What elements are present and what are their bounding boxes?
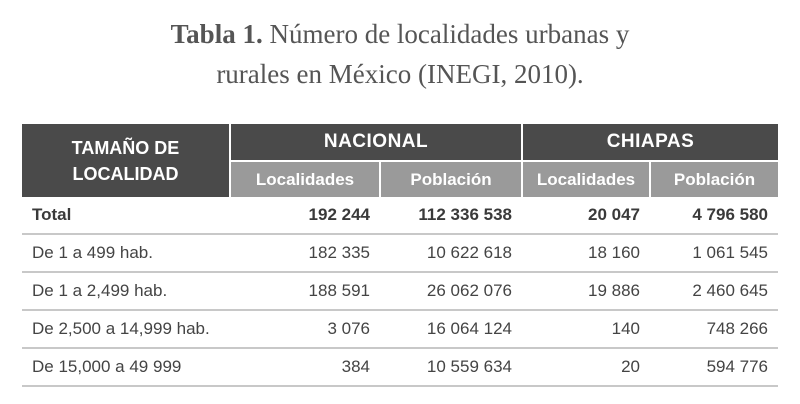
cell-nacional-localidades: 182 335 bbox=[230, 233, 380, 273]
row-label: Total bbox=[22, 197, 230, 235]
caption-line-1: Tabla 1. Número de localidades urbanas y bbox=[0, 14, 800, 54]
table-row: De 15,000 a 49 999 384 10 559 634 20 594… bbox=[22, 348, 779, 387]
cell-nacional-localidades: 384 bbox=[230, 348, 380, 387]
cell-chiapas-poblacion: 2 460 645 bbox=[650, 272, 779, 311]
table-row: De 1 a 499 hab. 182 335 10 622 618 18 16… bbox=[22, 233, 779, 273]
cell-nacional-poblacion: 26 062 076 bbox=[380, 272, 522, 311]
cell-chiapas-localidades: 140 bbox=[522, 310, 650, 349]
cell-nacional-poblacion: 10 622 618 bbox=[380, 233, 522, 273]
cell-nacional-poblacion: 112 336 538 bbox=[380, 197, 522, 235]
subheader-chiapas-localidades: Localidades bbox=[522, 161, 651, 197]
cell-chiapas-localidades: 18 160 bbox=[522, 233, 650, 273]
cell-nacional-poblacion: 10 559 634 bbox=[380, 348, 522, 387]
table-row: De 1 a 2,499 hab. 188 591 26 062 076 19 … bbox=[22, 272, 779, 311]
header-locality-size-line-1: TAMAÑO DE bbox=[71, 137, 180, 158]
row-label: De 2,500 a 14,999 hab. bbox=[22, 310, 230, 349]
cell-chiapas-poblacion: 4 796 580 bbox=[650, 197, 779, 235]
cell-chiapas-localidades: 20 047 bbox=[522, 197, 650, 235]
caption-title-part-2: rurales en México (INEGI, 2010). bbox=[216, 59, 584, 89]
row-label: De 1 a 499 hab. bbox=[22, 233, 230, 273]
header-locality-size: TAMAÑO DE LOCALIDAD bbox=[22, 124, 231, 197]
header-locality-size-line-2: LOCALIDAD bbox=[72, 163, 179, 184]
cell-chiapas-poblacion: 1 061 545 bbox=[650, 233, 779, 273]
row-label: De 15,000 a 49 999 bbox=[22, 348, 230, 387]
table-caption: Tabla 1. Número de localidades urbanas y… bbox=[0, 14, 800, 94]
header-group-nacional: NACIONAL bbox=[230, 124, 523, 162]
cell-nacional-localidades: 188 591 bbox=[230, 272, 380, 311]
cell-nacional-poblacion: 16 064 124 bbox=[380, 310, 522, 349]
row-label: De 1 a 2,499 hab. bbox=[22, 272, 230, 311]
subheader-nacional-localidades: Localidades bbox=[230, 161, 381, 197]
cell-chiapas-localidades: 19 886 bbox=[522, 272, 650, 311]
cell-chiapas-localidades: 20 bbox=[522, 348, 650, 387]
cell-chiapas-poblacion: 748 266 bbox=[650, 310, 779, 349]
caption-label: Tabla 1. bbox=[170, 19, 263, 49]
table-row: De 2,500 a 14,999 hab. 3 076 16 064 124 … bbox=[22, 310, 779, 349]
subheader-chiapas-poblacion: Población bbox=[650, 161, 779, 197]
cell-nacional-localidades: 3 076 bbox=[230, 310, 380, 349]
subheader-nacional-poblacion: Población bbox=[380, 161, 523, 197]
localities-table: TAMAÑO DE LOCALIDAD NACIONAL CHIAPAS Loc… bbox=[22, 124, 779, 387]
table-row-total: Total 192 244 112 336 538 20 047 4 796 5… bbox=[22, 197, 779, 235]
caption-title-part-1: Número de localidades urbanas y bbox=[269, 19, 630, 49]
cell-nacional-localidades: 192 244 bbox=[230, 197, 380, 235]
header-group-chiapas: CHIAPAS bbox=[522, 124, 779, 162]
cell-chiapas-poblacion: 594 776 bbox=[650, 348, 779, 387]
